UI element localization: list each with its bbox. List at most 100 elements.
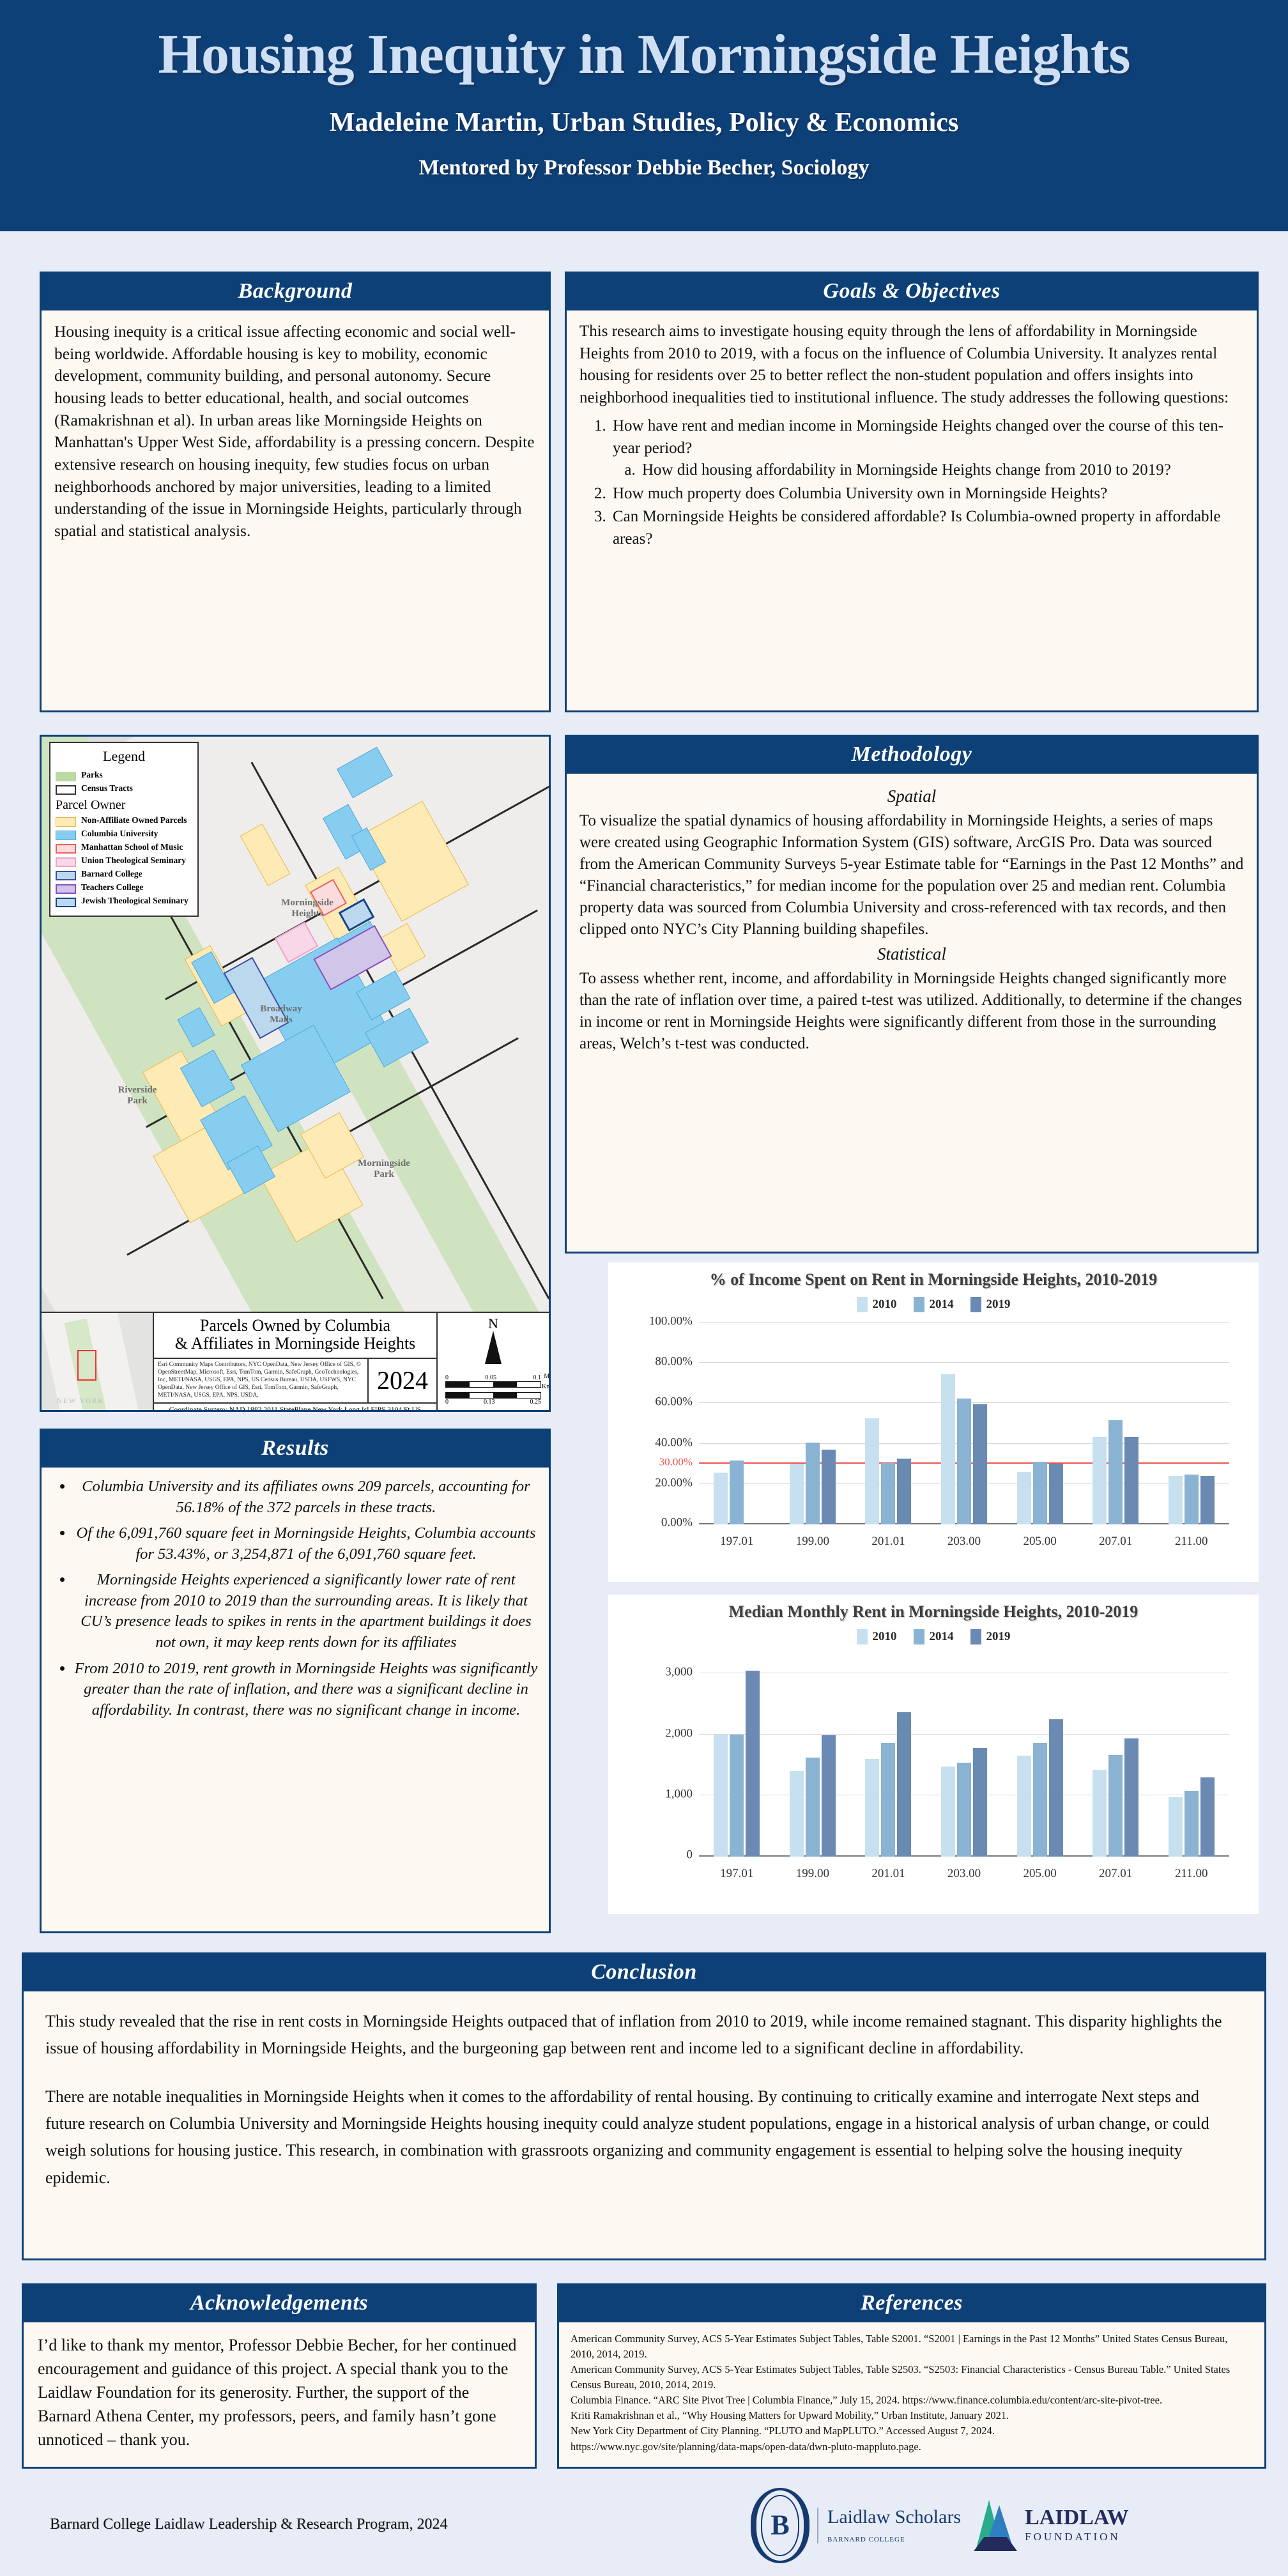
x-axis-tick-label: 211.00 bbox=[1174, 1535, 1208, 1548]
scalebar-km-ticks: 0 0.13 0.25 bbox=[445, 1399, 541, 1406]
research-question-2: How much property does Columbia Universi… bbox=[610, 483, 1244, 505]
bar bbox=[805, 1443, 820, 1524]
bar bbox=[1032, 1462, 1047, 1524]
bar bbox=[789, 1464, 804, 1524]
methodology-body: Spatial To visualize the spatial dynamic… bbox=[567, 774, 1257, 1068]
bar bbox=[805, 1757, 820, 1857]
legend-parcel-owner-heading: Parcel Owner bbox=[56, 798, 126, 812]
chart1-plot: 0.00% 20.00% 40.00% 60.00% 80.00% 100.00% 30.0… bbox=[624, 1315, 1243, 1552]
series-2019-swatch-icon bbox=[970, 1297, 981, 1312]
reference-item: New York City Department of City Plannin… bbox=[571, 2425, 995, 2437]
list-item: Of the 6,091,760 square feet in Mornings… bbox=[73, 1523, 539, 1565]
y-axis-tick-label: 0.00% bbox=[661, 1515, 693, 1529]
legend-item-columbia-label: Columbia University bbox=[81, 829, 158, 838]
poster-footer: Barnard College Laidlaw Leadership & Res… bbox=[0, 2476, 1288, 2576]
y-axis-tick-label: 2,000 bbox=[665, 1726, 693, 1740]
bar-group bbox=[1078, 1322, 1154, 1524]
y-axis-tick-label: 20.00% bbox=[655, 1476, 693, 1490]
chart-income-spent-on-rent: % of Income Spent on Rent in Morningside… bbox=[608, 1262, 1259, 1582]
map-legend: Legend Parks Census Tracts Parcel Owner … bbox=[49, 742, 199, 917]
chart1-legend-item-2010: 2010 bbox=[856, 1297, 897, 1312]
map-credits: Esri Community Maps Contributors, NYC Op… bbox=[158, 1361, 361, 1399]
goals-section: Goals & Objectives This research aims to… bbox=[565, 272, 1259, 712]
methodology-spatial-body: To visualize the spatial dynamics of hou… bbox=[579, 812, 1244, 938]
scalebar-kilometers: 0 0.13 0.25 Km bbox=[445, 1383, 549, 1406]
legend-item-teachers-label: Teachers College bbox=[81, 882, 144, 892]
y-axis-tick-label: 40.00% bbox=[655, 1436, 693, 1450]
non-affiliate-swatch-icon bbox=[56, 817, 76, 827]
legend-item-msm-label: Manhattan School of Music bbox=[81, 842, 183, 852]
x-axis-tick-label: 203.00 bbox=[947, 1867, 981, 1880]
scalebar-mi-tick-0: 0 bbox=[445, 1374, 448, 1381]
bar-group bbox=[699, 1655, 775, 1857]
barnard-swatch-icon bbox=[56, 871, 76, 880]
research-questions-list: How have rent and median income in Morni… bbox=[610, 415, 1244, 550]
bar bbox=[714, 1734, 728, 1857]
chart1-plot-area: 0.00% 20.00% 40.00% 60.00% 80.00% 100.00% 30.0… bbox=[649, 1315, 1229, 1529]
bar bbox=[1124, 1738, 1139, 1857]
research-question-1: How have rent and median income in Morni… bbox=[610, 415, 1244, 482]
chart1-title: % of Income Spent on Rent in Morningside… bbox=[709, 1270, 1158, 1289]
methodology-section: Methodology Spatial To visualize the spa… bbox=[565, 735, 1259, 1254]
legend-item-census-tracts: Census Tracts bbox=[56, 783, 192, 795]
scalebar-mi-tick-1: 0.05 bbox=[485, 1374, 497, 1381]
acknowledgements-section: Acknowledgements I’d like to thank my me… bbox=[22, 2283, 537, 2469]
bar-group bbox=[699, 1322, 775, 1524]
bar bbox=[1200, 1777, 1215, 1857]
chart2-legend-item-2019: 2019 bbox=[970, 1629, 1011, 1644]
acknowledgements-heading: Acknowledgements bbox=[24, 2285, 535, 2322]
bar bbox=[1016, 1472, 1031, 1524]
research-question-3: Can Morningside Heights be considered af… bbox=[610, 506, 1244, 550]
background-heading: Background bbox=[42, 273, 549, 310]
results-body: Columbia University and its affiliates o… bbox=[42, 1468, 549, 1735]
mentor-line: Mentored by Professor Debbie Becher, Soc… bbox=[418, 156, 870, 180]
bar bbox=[941, 1767, 956, 1857]
chart1-legend-label-2014: 2014 bbox=[929, 1298, 954, 1311]
x-axis-tick-label: 205.00 bbox=[1023, 1535, 1057, 1548]
laidlaw-scholars-wordmark: Laidlaw Scholars BARNARD COLLEGE bbox=[817, 2508, 961, 2543]
chart2-legend: 2010 2014 2019 bbox=[608, 1629, 1259, 1644]
bar bbox=[957, 1762, 972, 1857]
laidlaw-triangle-icon bbox=[972, 2500, 1018, 2551]
results-section: Results Columbia University and its affi… bbox=[40, 1429, 551, 1933]
bar bbox=[1124, 1436, 1139, 1524]
bars-container bbox=[699, 1322, 1229, 1524]
goals-heading: Goals & Objectives bbox=[567, 273, 1257, 310]
reference-item: American Community Survey, ACS 5-Year Es… bbox=[571, 2333, 1228, 2361]
bar bbox=[897, 1459, 912, 1524]
north-arrow-icon bbox=[485, 1331, 502, 1364]
conclusion-section: Conclusion This study revealed that the … bbox=[22, 1952, 1266, 2260]
map-north-and-scale: N 0 0.05 0.1 Mi bbox=[436, 1313, 549, 1410]
y-axis-tick-label: 60.00% bbox=[655, 1395, 693, 1409]
bar bbox=[1048, 1464, 1063, 1524]
bar-group bbox=[1002, 1655, 1078, 1857]
chart1-x-axis-labels: 197.01 199.00 201.01 203.00 205.00 207.01 211.… bbox=[699, 1535, 1229, 1549]
jts-swatch-icon bbox=[56, 898, 76, 907]
y-axis-tick-label: 0 bbox=[686, 1848, 693, 1862]
chart1-legend-label-2019: 2019 bbox=[986, 1298, 1011, 1311]
conclusion-heading: Conclusion bbox=[24, 1954, 1264, 1991]
x-axis-tick-label: 199.00 bbox=[795, 1535, 829, 1548]
bar bbox=[973, 1404, 988, 1524]
references-heading: References bbox=[559, 2285, 1264, 2322]
chart2-legend-label-2019: 2019 bbox=[986, 1630, 1011, 1643]
bar bbox=[789, 1770, 804, 1857]
references-body: American Community Survey, ACS 5-Year Es… bbox=[559, 2322, 1264, 2464]
legend-item-non-affiliate: Non-Affiliate Owned Parcels bbox=[56, 815, 192, 827]
series-2010-swatch-icon bbox=[856, 1297, 868, 1312]
reference-item: https://www.nyc.gov/site/planning/data-m… bbox=[571, 2440, 921, 2453]
map-title-bar: NEW YORK Parcels Owned by Columbia & Aff… bbox=[42, 1312, 549, 1410]
legend-item-barnard: Barnard College bbox=[56, 869, 192, 880]
methodology-spatial-label: Spatial bbox=[887, 786, 937, 806]
scalebar-km-tick-2: 0.25 bbox=[530, 1399, 542, 1406]
list-item: Columbia University and its affiliates o… bbox=[73, 1476, 539, 1518]
gridline: 2,000 bbox=[665, 1726, 1229, 1740]
references-section: References American Community Survey, AC… bbox=[557, 2283, 1266, 2469]
legend-item-jts: Jewish Theological Seminary bbox=[56, 896, 192, 907]
x-axis-tick-label: 199.00 bbox=[795, 1867, 829, 1880]
background-paragraph: Housing inequity is a critical issue aff… bbox=[54, 322, 535, 540]
bar bbox=[941, 1374, 956, 1524]
methodology-statistical-label: Statistical bbox=[877, 944, 946, 963]
x-axis-tick-label: 207.01 bbox=[1099, 1535, 1133, 1548]
